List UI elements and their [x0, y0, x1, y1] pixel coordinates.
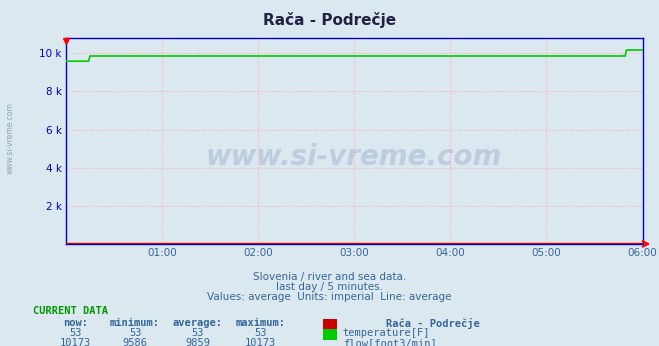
Text: 9859: 9859 [185, 338, 210, 346]
Text: Rača - Podrečje: Rača - Podrečje [386, 318, 479, 329]
Text: flow[foot3/min]: flow[foot3/min] [343, 338, 436, 346]
Text: Values: average  Units: imperial  Line: average: Values: average Units: imperial Line: av… [207, 292, 452, 302]
Text: Rača - Podrečje: Rača - Podrečje [263, 12, 396, 28]
Text: average:: average: [173, 318, 223, 328]
Text: 53: 53 [70, 328, 82, 338]
Text: 9586: 9586 [123, 338, 148, 346]
Text: last day / 5 minutes.: last day / 5 minutes. [276, 282, 383, 292]
Text: 10173: 10173 [244, 338, 276, 346]
Text: maximum:: maximum: [235, 318, 285, 328]
Text: www.si-vreme.com: www.si-vreme.com [206, 144, 502, 172]
Text: www.si-vreme.com: www.si-vreme.com [5, 102, 14, 174]
Text: minimum:: minimum: [110, 318, 160, 328]
Text: 53: 53 [192, 328, 204, 338]
Text: temperature[F]: temperature[F] [343, 328, 430, 338]
Text: 53: 53 [254, 328, 266, 338]
Text: 10173: 10173 [60, 338, 92, 346]
Text: CURRENT DATA: CURRENT DATA [33, 306, 108, 316]
Text: now:: now: [63, 318, 88, 328]
Text: 53: 53 [129, 328, 141, 338]
Text: Slovenia / river and sea data.: Slovenia / river and sea data. [253, 272, 406, 282]
